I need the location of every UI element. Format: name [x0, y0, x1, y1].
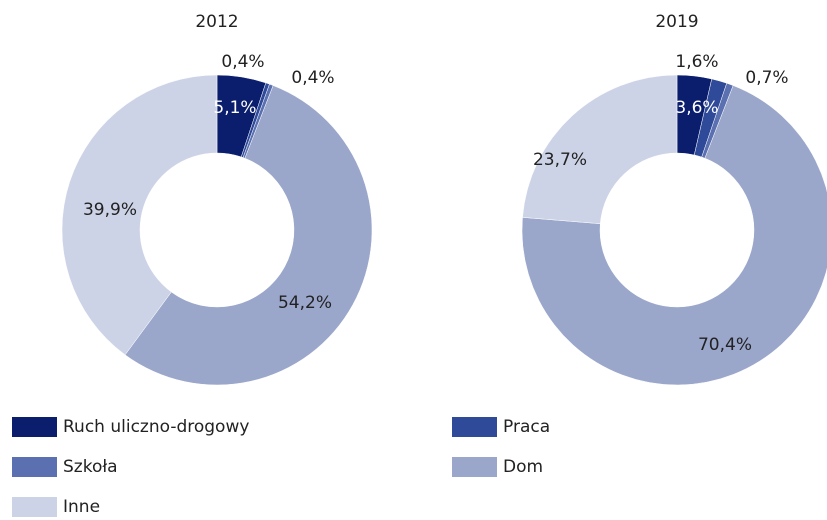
legend-label: Inne — [63, 497, 100, 517]
legend-swatch — [452, 417, 497, 437]
data-label: 1,6% — [675, 52, 718, 72]
slice — [124, 85, 373, 386]
legend-swatch — [12, 497, 57, 517]
legend-label: Szkoła — [63, 457, 118, 477]
data-label: 70,4% — [698, 335, 752, 355]
data-label: 3,6% — [675, 98, 718, 118]
chart-title: 2019 — [655, 12, 698, 32]
data-label: 0,4% — [221, 52, 264, 72]
legend-label: Praca — [503, 417, 550, 437]
legend-swatch — [452, 457, 497, 477]
data-label: 0,7% — [745, 68, 788, 88]
chart-title: 2012 — [195, 12, 238, 32]
data-label: 0,4% — [291, 68, 334, 88]
legend-label: Dom — [503, 457, 543, 477]
data-label: 23,7% — [533, 150, 587, 170]
slice — [521, 85, 827, 386]
slice — [522, 74, 678, 224]
data-label: 5,1% — [213, 98, 256, 118]
legend-label: Ruch uliczno-drogowy — [63, 417, 249, 437]
data-label: 54,2% — [278, 293, 332, 313]
data-label: 39,9% — [83, 200, 137, 220]
legend-swatch — [12, 457, 57, 477]
slice — [61, 74, 218, 356]
legend-swatch — [12, 417, 57, 437]
